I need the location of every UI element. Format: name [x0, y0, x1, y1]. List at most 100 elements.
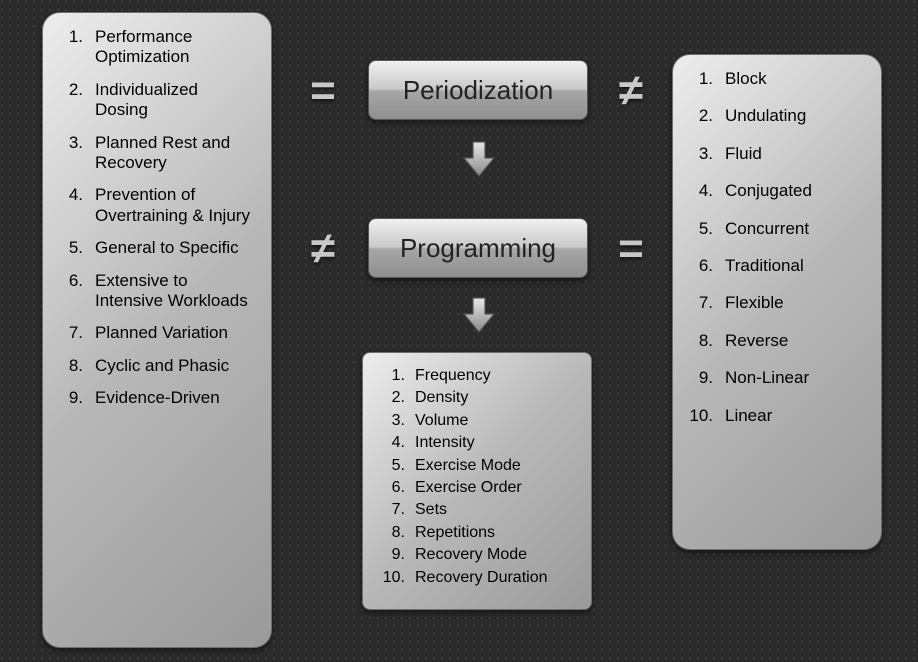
num: 9.	[59, 388, 83, 408]
num: 6.	[689, 256, 713, 276]
label: Density	[415, 389, 575, 407]
num: 3.	[689, 144, 713, 164]
glyph: ≠	[311, 227, 335, 271]
num: 1.	[379, 367, 405, 385]
bottom-panel: 1. Frequency 2. Density 3. Volume 4. Intensi…	[362, 352, 592, 610]
list-item: 5. Exercise Mode	[379, 457, 575, 475]
num: 4.	[689, 181, 713, 201]
list-item: 7. Planned Variation	[59, 323, 255, 343]
num: 8.	[379, 524, 405, 542]
label: Block	[725, 69, 865, 89]
left-panel: 1. Performance Optimization 2. Individuali…	[42, 12, 272, 648]
label: General to Specific	[95, 238, 255, 258]
equals-icon: =	[606, 224, 656, 274]
list-item: 8. Cyclic and Phasic	[59, 356, 255, 376]
not-equals-icon: ≠	[606, 66, 656, 116]
label: Sets	[415, 501, 575, 519]
label: Reverse	[725, 331, 865, 351]
label: Volume	[415, 412, 575, 430]
list-item: 1. Frequency	[379, 367, 575, 385]
num: 2.	[379, 389, 405, 407]
list-item: 10. Recovery Duration	[379, 569, 575, 587]
arrow-down-icon	[462, 140, 496, 178]
label: Exercise Order	[415, 479, 575, 497]
label: Exercise Mode	[415, 457, 575, 475]
list-item: 6. Exercise Order	[379, 479, 575, 497]
right-panel: 1. Block 2. Undulating 3.Fluid 4. Conjugate…	[672, 54, 882, 550]
num: 6.	[59, 271, 83, 291]
label: Planned Variation	[95, 323, 255, 343]
num: 9.	[689, 368, 713, 388]
num: 9.	[379, 546, 405, 564]
equals-icon: =	[298, 66, 348, 116]
periodization-node: Periodization	[368, 60, 588, 120]
list-item: 8. Reverse	[689, 331, 865, 351]
label: Linear	[725, 406, 865, 426]
glyph: =	[618, 227, 644, 271]
label: Non-Linear	[725, 368, 865, 388]
label: Repetitions	[415, 524, 575, 542]
list-item: 7. Sets	[379, 501, 575, 519]
node-label: Periodization	[403, 75, 553, 106]
list-item: 6. Extensive to Intensive Workloads	[59, 271, 255, 312]
num: 5.	[689, 219, 713, 239]
list-item: 6. Traditional	[689, 256, 865, 276]
list-item: 2. Individualized Dosing	[59, 80, 255, 121]
list-item: 3. Volume	[379, 412, 575, 430]
list-item: 1. Performance Optimization	[59, 27, 255, 68]
label: Concurrent	[725, 219, 865, 239]
programming-node: Programming	[368, 218, 588, 278]
glyph: =	[310, 69, 336, 113]
num: 1.	[59, 27, 83, 47]
list-item: 2. Undulating	[689, 106, 865, 126]
num: 6.	[379, 479, 405, 497]
arrow-down-icon	[462, 296, 496, 334]
list-item: 4. Intensity	[379, 434, 575, 452]
not-equals-icon: ≠	[298, 224, 348, 274]
num: 3.	[59, 133, 83, 153]
label: Traditional	[725, 256, 865, 276]
label: Evidence-Driven	[95, 388, 255, 408]
num: 10.	[379, 569, 405, 587]
label: Performance Optimization	[95, 27, 255, 68]
num: 2.	[59, 80, 83, 100]
num: 4.	[59, 185, 83, 205]
num: 2.	[689, 106, 713, 126]
list-item: 4. Prevention of Overtraining & Injury	[59, 185, 255, 226]
glyph: ≠	[619, 69, 643, 113]
list-item: 3.Planned Rest and Recovery	[59, 133, 255, 174]
num: 7.	[379, 501, 405, 519]
num: 5.	[59, 238, 83, 258]
label: Individualized Dosing	[95, 80, 255, 121]
num: 3.	[379, 412, 405, 430]
label: Recovery Duration	[415, 569, 575, 587]
num: 1.	[689, 69, 713, 89]
label: Prevention of Overtraining & Injury	[95, 185, 255, 226]
num: 7.	[59, 323, 83, 343]
list-item: 9. Evidence-Driven	[59, 388, 255, 408]
list-item: 2. Density	[379, 389, 575, 407]
num: 5.	[379, 457, 405, 475]
label: Cyclic and Phasic	[95, 356, 255, 376]
label: Conjugated	[725, 181, 865, 201]
label: Flexible	[725, 293, 865, 313]
list-item: 5. General to Specific	[59, 238, 255, 258]
list-item: 9.Recovery Mode	[379, 546, 575, 564]
label: Frequency	[415, 367, 575, 385]
list-item: 8. Repetitions	[379, 524, 575, 542]
label: Undulating	[725, 106, 865, 126]
num: 7.	[689, 293, 713, 313]
list-item: 3.Fluid	[689, 144, 865, 164]
num: 10.	[689, 406, 713, 426]
list-item: 4. Conjugated	[689, 181, 865, 201]
num: 4.	[379, 434, 405, 452]
node-label: Programming	[400, 233, 556, 264]
num: 8.	[59, 356, 83, 376]
list-item: 5. Concurrent	[689, 219, 865, 239]
label: Intensity	[415, 434, 575, 452]
list-item: 9. Non-Linear	[689, 368, 865, 388]
num: 8.	[689, 331, 713, 351]
list-item: 10. Linear	[689, 406, 865, 426]
label: Extensive to Intensive Workloads	[95, 271, 255, 312]
list-item: 7. Flexible	[689, 293, 865, 313]
